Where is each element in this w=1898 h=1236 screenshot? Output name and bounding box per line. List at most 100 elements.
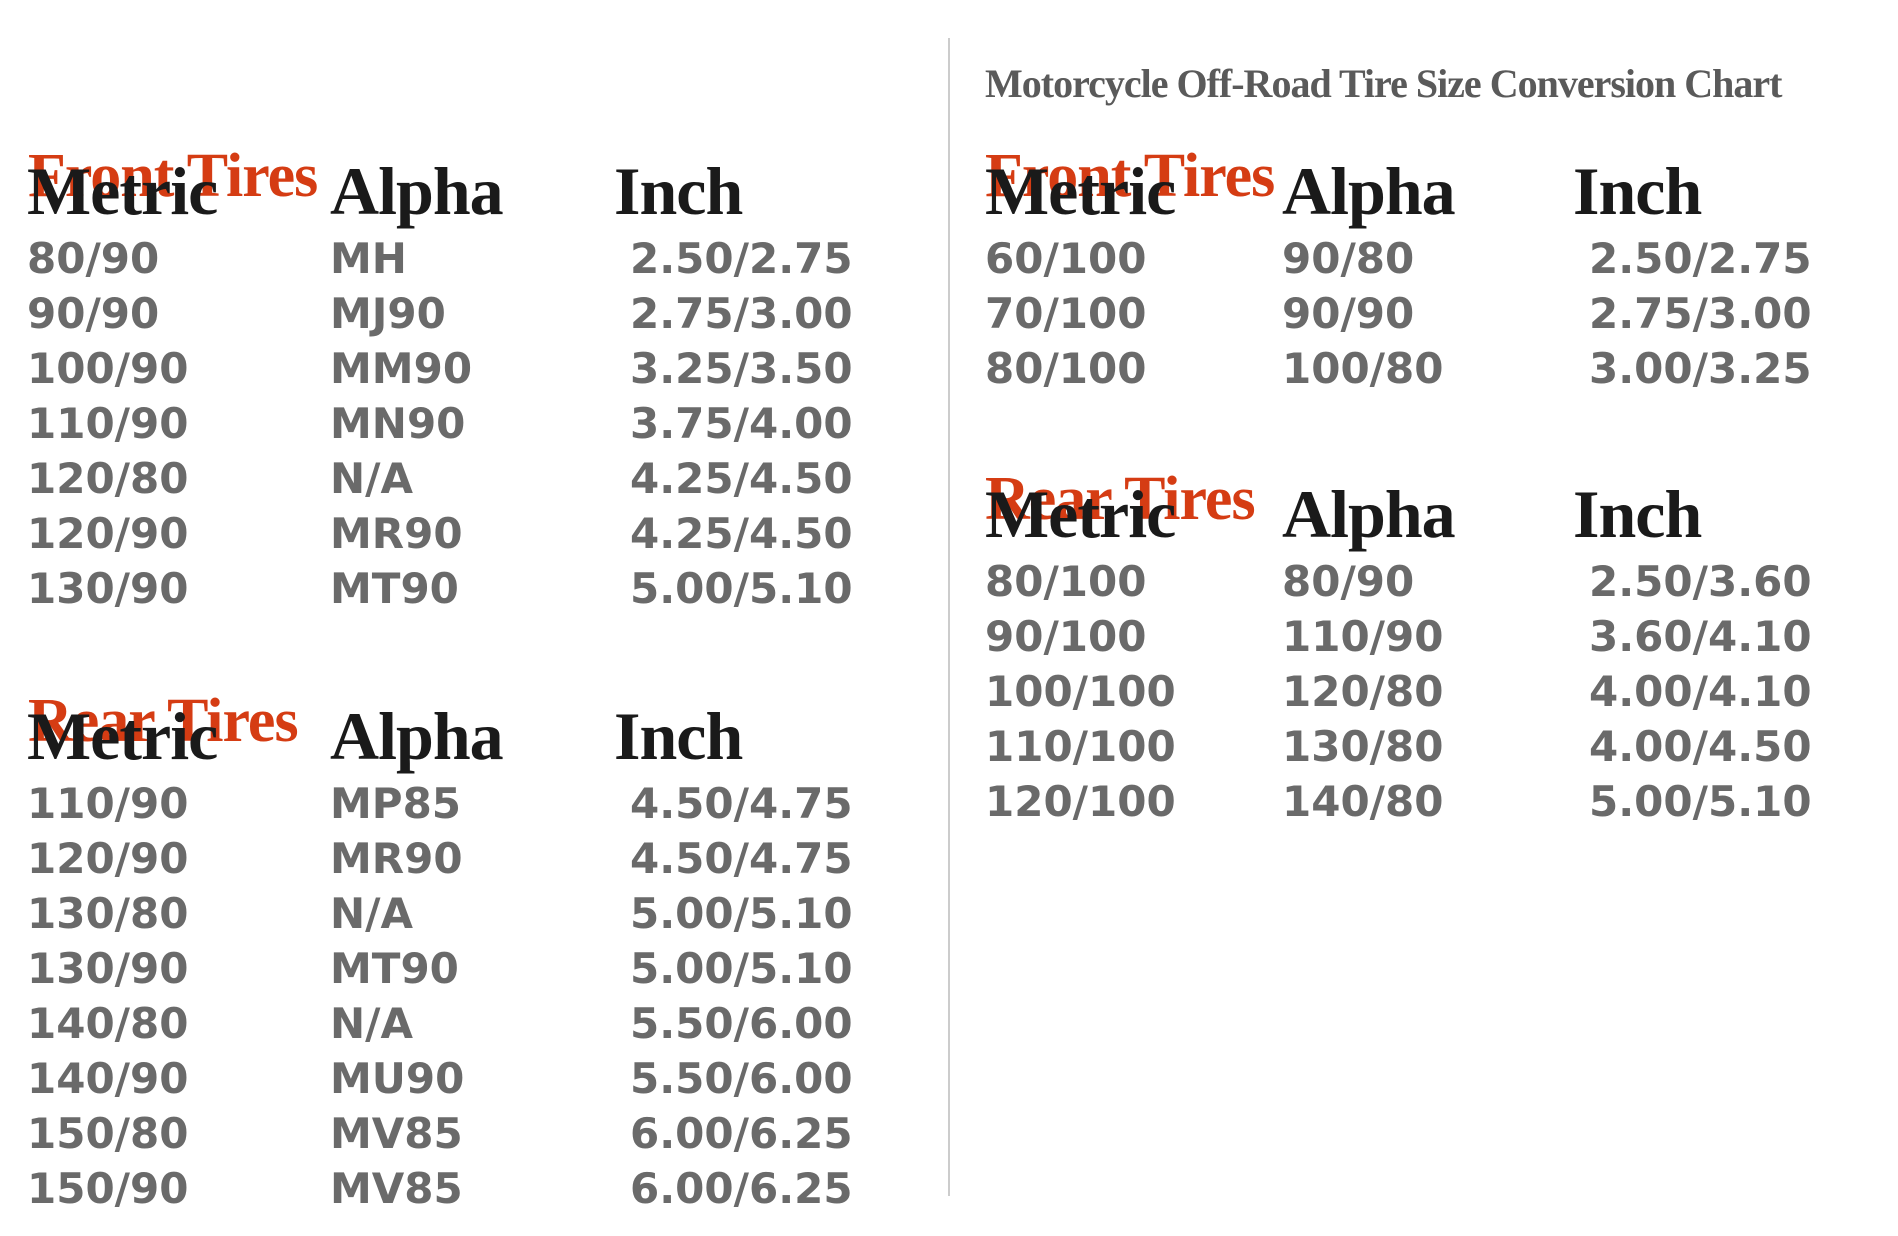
table-row: 120/80 N/A 4.25/4.50: [27, 451, 944, 506]
table-cell: 5.00/5.10: [630, 889, 853, 938]
table-cell: 2.50/2.75: [630, 234, 853, 283]
column-header-alpha: Alpha: [1282, 153, 1456, 229]
street-front-header-row: Metric Alpha Inch: [27, 157, 944, 225]
table-cell: 3.60/4.10: [1589, 612, 1812, 661]
table-cell: 2.75/3.00: [630, 289, 853, 338]
offroad-front-table: 60/100 90/80 2.50/2.75 70/100 90/90 2.75/3.00…: [985, 231, 1898, 396]
table-row: 100/100 120/80 4.00/4.10: [985, 664, 1898, 719]
offroad-rear-table: 80/100 80/90 2.50/3.60 90/100 110/90 3.60/4.1…: [985, 554, 1898, 829]
table-row: 90/90 MJ90 2.75/3.00: [27, 286, 944, 341]
table-cell: 110/90: [27, 779, 189, 828]
column-header-inch: Inch: [1573, 153, 1702, 229]
table-row: 140/80 N/A 5.50/6.00: [27, 996, 944, 1051]
table-cell: 120/90: [27, 834, 189, 883]
table-row: 60/100 90/80 2.50/2.75: [985, 231, 1898, 286]
table-cell: 2.50/2.75: [1589, 234, 1812, 283]
table-cell: 120/80: [1282, 667, 1444, 716]
vertical-divider: [948, 38, 950, 1196]
table-cell: 120/100: [985, 777, 1176, 826]
table-cell: 2.50/3.60: [1589, 557, 1812, 606]
table-row: 130/80 N/A 5.00/5.10: [27, 886, 944, 941]
table-row: 100/90 MM90 3.25/3.50: [27, 341, 944, 396]
table-cell: 3.25/3.50: [630, 344, 853, 393]
table-cell: 90/80: [1282, 234, 1415, 283]
column-header-alpha: Alpha: [330, 698, 504, 774]
street-rear-tires-heading: Rear Tires: [28, 687, 299, 756]
table-cell: 110/90: [1282, 612, 1444, 661]
table-cell: 140/80: [27, 999, 189, 1048]
table-cell: 90/100: [985, 612, 1147, 661]
table-cell: 110/100: [985, 722, 1176, 771]
table-row: 110/90 MN90 3.75/4.00: [27, 396, 944, 451]
table-cell: 110/90: [27, 399, 189, 448]
table-cell: 6.00/6.25: [630, 1164, 853, 1213]
table-row: 120/90 MR90 4.25/4.50: [27, 506, 944, 561]
table-row: 120/90 MR90 4.50/4.75: [27, 831, 944, 886]
table-row: 140/90 MU90 5.50/6.00: [27, 1051, 944, 1106]
table-cell: 140/90: [27, 1054, 189, 1103]
table-cell: 120/90: [27, 509, 189, 558]
table-row: 80/100 100/80 3.00/3.25: [985, 341, 1898, 396]
street-rear-table: 110/90 MP85 4.50/4.75 120/90 MR90 4.50/4.75 13…: [27, 776, 944, 1216]
table-cell: N/A: [330, 889, 413, 938]
table-cell: 120/80: [27, 454, 189, 503]
table-cell: 130/90: [27, 944, 189, 993]
offroad-front-header-row: Metric Alpha Inch: [985, 157, 1898, 225]
table-cell: MH: [330, 234, 407, 283]
column-header-metric: Metric: [27, 698, 218, 774]
offroad-rear-tires-heading: Rear Tires: [985, 465, 1256, 534]
street-front-tires-heading: Front Tires: [28, 142, 318, 211]
table-cell: 3.00/3.25: [1589, 344, 1812, 393]
table-cell: 100/90: [27, 344, 189, 393]
table-cell: 5.50/6.00: [630, 999, 853, 1048]
street-rear-header-row: Metric Alpha Inch: [27, 702, 944, 770]
table-cell: MR90: [330, 509, 463, 558]
table-cell: MU90: [330, 1054, 465, 1103]
table-row: 90/100 110/90 3.60/4.10: [985, 609, 1898, 664]
table-cell: 5.00/5.10: [630, 944, 853, 993]
table-cell: 80/90: [1282, 557, 1415, 606]
table-cell: 80/90: [27, 234, 160, 283]
column-header-inch: Inch: [614, 698, 743, 774]
table-cell: MN90: [330, 399, 466, 448]
table-cell: 60/100: [985, 234, 1147, 283]
table-cell: MT90: [330, 564, 459, 613]
table-cell: 5.50/6.00: [630, 1054, 853, 1103]
table-row: 70/100 90/90 2.75/3.00: [985, 286, 1898, 341]
table-cell: 5.00/5.10: [630, 564, 853, 613]
column-header-metric: Metric: [985, 476, 1176, 552]
street-front-table: 80/90 MH 2.50/2.75 90/90 MJ90 2.75/3.00 100/90…: [27, 231, 944, 616]
column-header-alpha: Alpha: [330, 153, 504, 229]
table-cell: MJ90: [330, 289, 446, 338]
table-cell: 140/80: [1282, 777, 1444, 826]
column-header-metric: Metric: [985, 153, 1176, 229]
table-cell: MR90: [330, 834, 463, 883]
table-cell: 90/90: [1282, 289, 1415, 338]
table-cell: 130/90: [27, 564, 189, 613]
table-cell: 80/100: [985, 344, 1147, 393]
table-cell: 3.75/4.00: [630, 399, 853, 448]
table-cell: 130/80: [27, 889, 189, 938]
table-row: 150/90 MV85 6.00/6.25: [27, 1161, 944, 1216]
table-row: 80/100 80/90 2.50/3.60: [985, 554, 1898, 609]
table-cell: 6.00/6.25: [630, 1109, 853, 1158]
table-cell: 150/80: [27, 1109, 189, 1158]
table-cell: MT90: [330, 944, 459, 993]
table-row: 120/100 140/80 5.00/5.10: [985, 774, 1898, 829]
table-cell: 90/90: [27, 289, 160, 338]
table-cell: 4.00/4.50: [1589, 722, 1812, 771]
table-cell: 100/100: [985, 667, 1176, 716]
table-cell: 2.75/3.00: [1589, 289, 1812, 338]
table-cell: 4.25/4.50: [630, 454, 853, 503]
table-cell: MP85: [330, 779, 462, 828]
table-row: 110/90 MP85 4.50/4.75: [27, 776, 944, 831]
offroad-front-tires-heading: Front Tires: [985, 142, 1275, 211]
table-cell: 4.50/4.75: [630, 779, 853, 828]
table-cell: 80/100: [985, 557, 1147, 606]
table-row: 130/90 MT90 5.00/5.10: [27, 941, 944, 996]
table-row: 110/100 130/80 4.00/4.50: [985, 719, 1898, 774]
table-row: 130/90 MT90 5.00/5.10: [27, 561, 944, 616]
table-row: 150/80 MV85 6.00/6.25: [27, 1106, 944, 1161]
table-cell: N/A: [330, 454, 413, 503]
